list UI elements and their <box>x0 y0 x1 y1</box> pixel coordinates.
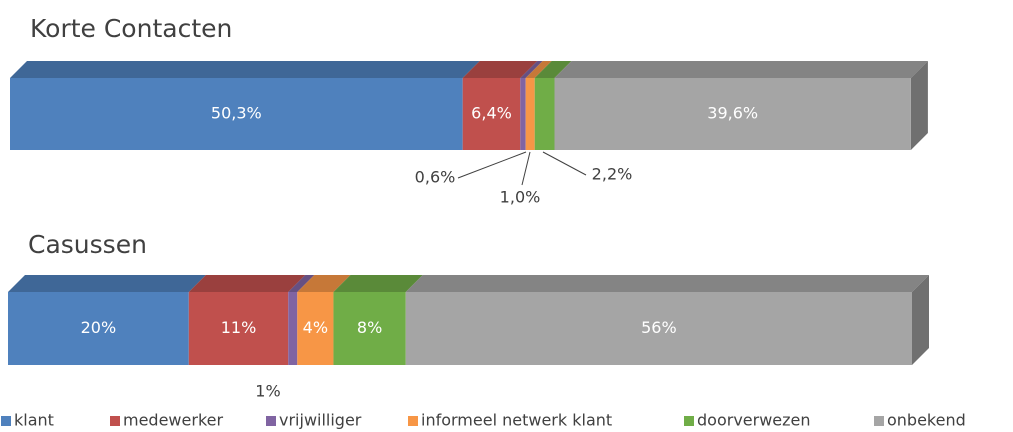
bar <box>520 78 526 150</box>
chart-title: Casussen <box>28 230 147 259</box>
bar-top <box>297 275 351 292</box>
bar <box>554 78 911 150</box>
data-label: 11% <box>221 318 257 337</box>
data-label: 56% <box>641 318 677 337</box>
chart-title: Korte Contacten <box>30 14 232 43</box>
legend-label: klant <box>14 411 54 430</box>
bar-top <box>188 275 306 292</box>
bar-top <box>520 61 543 78</box>
bar <box>525 78 535 150</box>
legend-label: onbekend <box>887 411 966 430</box>
bar-side <box>912 275 929 365</box>
bar <box>297 292 334 365</box>
bar-top <box>288 275 315 292</box>
legend-label: informeel netwerk klant <box>421 411 612 430</box>
data-label: 1% <box>255 382 280 401</box>
data-label: 50,3% <box>211 104 262 123</box>
bar-top <box>8 275 206 292</box>
data-label: 8% <box>357 318 382 337</box>
leader-line <box>521 151 531 186</box>
bar-top <box>405 275 929 292</box>
bar-top <box>462 61 538 78</box>
bar <box>462 78 521 150</box>
legend-swatch <box>874 416 884 426</box>
legend-swatch <box>408 416 418 426</box>
data-label: 1,0% <box>500 188 541 207</box>
bar <box>333 292 406 365</box>
bar-top <box>534 61 572 78</box>
legend-swatch <box>684 416 694 426</box>
bar <box>10 78 463 150</box>
legend-swatch <box>266 416 276 426</box>
data-label: 6,4% <box>471 104 512 123</box>
bar-top <box>554 61 928 78</box>
bar-top <box>333 275 423 292</box>
legend-swatch <box>1 416 11 426</box>
bar <box>8 292 189 365</box>
data-label: 39,6% <box>707 104 758 123</box>
bar <box>405 292 912 365</box>
data-label: 20% <box>81 318 117 337</box>
legend-label: vrijwilliger <box>279 411 362 430</box>
legend-label: medewerker <box>123 411 223 430</box>
legend-swatch <box>110 416 120 426</box>
bar <box>288 292 298 365</box>
bar-top <box>10 61 480 78</box>
data-label: 0,6% <box>415 168 456 187</box>
bar <box>534 78 555 150</box>
bar-top <box>525 61 552 78</box>
data-label: 4% <box>303 318 328 337</box>
bar <box>188 292 289 365</box>
leader-line <box>457 151 527 179</box>
bar-side <box>910 61 928 150</box>
legend-label: doorverwezen <box>697 411 811 430</box>
data-label: 2,2% <box>592 165 633 184</box>
leader-line <box>542 151 587 176</box>
